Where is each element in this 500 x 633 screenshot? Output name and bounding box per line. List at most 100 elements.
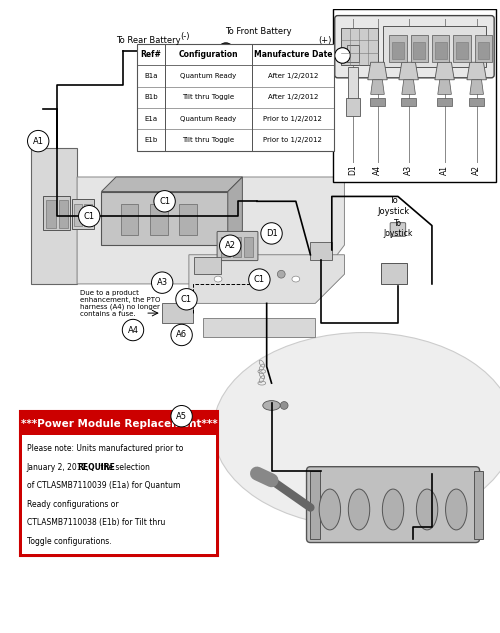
- Ellipse shape: [382, 489, 404, 530]
- Text: To Rear Battery: To Rear Battery: [116, 36, 180, 46]
- Polygon shape: [368, 62, 387, 80]
- Text: B1a: B1a: [144, 73, 158, 79]
- Circle shape: [28, 130, 49, 152]
- Bar: [43, 196, 70, 230]
- Text: A4: A4: [373, 165, 382, 175]
- Bar: [456, 42, 468, 60]
- Text: the selection: the selection: [98, 463, 150, 472]
- Bar: [20, 411, 218, 556]
- Bar: [179, 204, 196, 235]
- Bar: [22, 413, 216, 435]
- Circle shape: [218, 43, 234, 58]
- Bar: [194, 257, 221, 274]
- Bar: [435, 42, 446, 60]
- Bar: [474, 35, 492, 62]
- Text: Quantum Ready: Quantum Ready: [180, 73, 236, 79]
- Ellipse shape: [292, 276, 300, 282]
- Circle shape: [171, 324, 192, 346]
- Ellipse shape: [319, 489, 340, 530]
- Text: After 1/2/2012: After 1/2/2012: [268, 73, 318, 79]
- Circle shape: [334, 47, 350, 63]
- Text: To Front Battery: To Front Battery: [226, 27, 292, 35]
- Text: REQUIRE: REQUIRE: [77, 463, 115, 472]
- Circle shape: [152, 272, 173, 293]
- Polygon shape: [204, 318, 316, 337]
- Text: January 2, 2012,: January 2, 2012,: [26, 463, 92, 472]
- Polygon shape: [77, 177, 344, 284]
- Bar: [162, 303, 193, 323]
- Bar: [384, 27, 486, 67]
- Bar: [232, 237, 241, 257]
- Text: A3: A3: [404, 165, 413, 175]
- FancyBboxPatch shape: [334, 16, 494, 78]
- Ellipse shape: [214, 276, 222, 282]
- Text: Tilt thru Toggle: Tilt thru Toggle: [182, 94, 234, 100]
- Ellipse shape: [446, 489, 467, 530]
- Text: C1: C1: [181, 295, 192, 304]
- Text: D1: D1: [266, 229, 278, 238]
- Circle shape: [220, 235, 241, 256]
- Text: E1b: E1b: [144, 137, 158, 143]
- Bar: [410, 35, 428, 62]
- Bar: [348, 67, 358, 101]
- Text: CTLASMB7110038 (E1b) for Tilt thru: CTLASMB7110038 (E1b) for Tilt thru: [26, 518, 165, 527]
- Text: A4: A4: [128, 325, 138, 334]
- Bar: [469, 98, 484, 106]
- Polygon shape: [32, 148, 77, 284]
- Text: Prior to 1/2/2012: Prior to 1/2/2012: [264, 116, 322, 122]
- Bar: [84, 204, 92, 225]
- Circle shape: [261, 223, 282, 244]
- Bar: [46, 200, 56, 227]
- Text: D1: D1: [348, 165, 358, 175]
- Polygon shape: [435, 62, 454, 80]
- Polygon shape: [467, 62, 486, 80]
- Text: A2: A2: [472, 165, 481, 175]
- Bar: [370, 98, 386, 106]
- Text: ***Power Module Replacement***: ***Power Module Replacement***: [20, 419, 217, 429]
- Ellipse shape: [213, 332, 500, 527]
- Text: After 1/2/2012: After 1/2/2012: [268, 94, 318, 100]
- Bar: [437, 98, 452, 106]
- Ellipse shape: [416, 489, 438, 530]
- Bar: [72, 199, 94, 229]
- Ellipse shape: [348, 489, 370, 530]
- Text: Tilt thru Toggle: Tilt thru Toggle: [182, 137, 234, 143]
- Bar: [150, 204, 168, 235]
- Bar: [310, 242, 332, 260]
- Circle shape: [122, 319, 144, 341]
- Polygon shape: [399, 62, 418, 80]
- Bar: [382, 263, 406, 284]
- Polygon shape: [228, 177, 242, 245]
- Text: A2: A2: [224, 241, 235, 250]
- Text: C1: C1: [254, 275, 265, 284]
- Bar: [392, 42, 404, 60]
- FancyBboxPatch shape: [306, 467, 480, 542]
- Text: Due to a product
enhancement, the PTO
harness (A4) no longer
contains a fuse.: Due to a product enhancement, the PTO ha…: [80, 290, 160, 317]
- FancyBboxPatch shape: [217, 232, 258, 261]
- Text: To
Joystick: To Joystick: [383, 219, 412, 238]
- Polygon shape: [189, 254, 344, 303]
- Text: Manufacture Date: Manufacture Date: [254, 50, 332, 59]
- Bar: [389, 35, 406, 62]
- Ellipse shape: [280, 401, 288, 410]
- Text: Prior to 1/2/2012: Prior to 1/2/2012: [264, 137, 322, 143]
- Bar: [432, 35, 450, 62]
- Bar: [478, 42, 490, 60]
- Bar: [138, 44, 334, 151]
- Ellipse shape: [253, 276, 261, 282]
- Text: B1b: B1b: [144, 94, 158, 100]
- Text: Toggle configurations.: Toggle configurations.: [26, 537, 111, 546]
- Bar: [414, 42, 425, 60]
- Polygon shape: [370, 80, 384, 94]
- Text: Configuration: Configuration: [178, 50, 238, 59]
- Polygon shape: [438, 80, 452, 94]
- Text: (-): (-): [180, 32, 190, 41]
- Text: E1a: E1a: [144, 116, 158, 122]
- Bar: [58, 200, 68, 227]
- Bar: [221, 237, 230, 257]
- Text: A6: A6: [176, 330, 187, 339]
- Bar: [474, 470, 484, 539]
- Bar: [401, 98, 416, 106]
- Bar: [454, 35, 471, 62]
- Bar: [310, 470, 320, 539]
